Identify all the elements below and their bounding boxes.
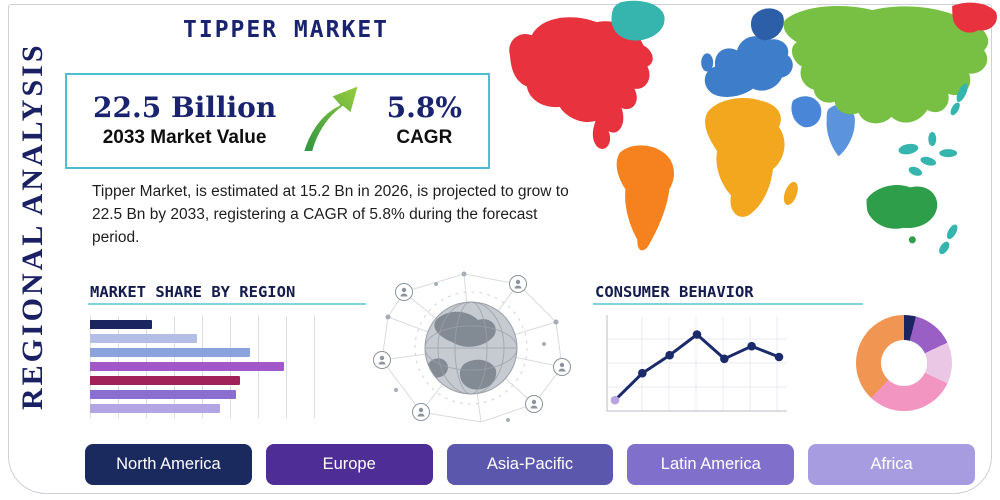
world-map <box>509 0 997 255</box>
line-point-3 <box>665 350 674 360</box>
region-button-asia-pacific[interactable]: Asia-Pacific <box>446 444 614 485</box>
globe-network-illustration <box>373 271 571 423</box>
line-chart-axes <box>606 315 787 412</box>
bar-region-4 <box>90 362 284 371</box>
description-text: Tipper Market, is estimated at 15.2 Bn i… <box>92 183 569 246</box>
bar-region-7 <box>90 404 220 413</box>
continent-australia <box>866 185 938 229</box>
region-button-latin-america[interactable]: Latin America <box>627 444 795 485</box>
bar-region-3 <box>90 348 250 357</box>
donut-chart <box>856 315 952 411</box>
islands-southeast-asia <box>898 132 958 176</box>
consumer-behavior-heading: CONSUMER BEHAVIOR <box>595 283 754 301</box>
continent-africa <box>705 98 785 217</box>
region-middle-east <box>791 96 822 128</box>
vertical-title: REGIONAL ANALYSIS <box>16 42 49 410</box>
card-frame <box>8 4 992 494</box>
island-madagascar <box>783 181 798 206</box>
bar-region-6 <box>90 390 236 399</box>
continent-north-america <box>509 17 653 149</box>
region-east-russia <box>952 2 997 33</box>
consumer-behavior-underline <box>593 303 863 305</box>
market-value-block: 22.5 Billion 2033 Market Value <box>93 91 277 149</box>
orbit-ring <box>414 291 528 405</box>
line-point-6 <box>747 341 756 351</box>
globe-detail <box>425 302 517 394</box>
cagr-block: 5.8% CAGR <box>386 91 462 149</box>
continent-south-america <box>616 145 674 251</box>
line-point-4 <box>692 330 702 339</box>
region-button-north-america[interactable]: North America <box>85 444 252 485</box>
cagr-value: 5.8% <box>386 91 462 125</box>
cagr-label: CAGR <box>396 126 453 148</box>
island-uk <box>701 53 714 72</box>
line-point-5 <box>720 354 729 364</box>
market-share-underline <box>88 303 366 305</box>
islands-new-zealand <box>939 224 958 255</box>
line-point-1 <box>610 395 620 405</box>
line-point-7 <box>774 352 784 362</box>
market-value-label: 2033 Market Value <box>102 126 267 148</box>
stats-box: 22.5 Billion 2033 Market Value 5.8% CAGR <box>65 73 490 169</box>
region-scandinavia <box>750 8 784 41</box>
market-share-heading: MARKET SHARE BY REGION <box>90 283 296 301</box>
network-dots <box>385 271 559 422</box>
region-button-europe[interactable]: Europe <box>265 444 433 485</box>
region-button-africa[interactable]: Africa <box>808 444 975 485</box>
continent-europe <box>704 36 793 97</box>
bar-region-2 <box>90 334 198 343</box>
market-value: 22.5 Billion <box>93 91 277 125</box>
bar-region-1 <box>90 320 152 329</box>
line-chart-hgrid <box>607 338 787 388</box>
growth-arrow-icon <box>302 84 361 153</box>
line-chart <box>606 315 787 412</box>
line-chart-vgrid <box>641 317 778 411</box>
network-user-nodes <box>373 275 571 421</box>
continent-asia <box>783 5 989 124</box>
bar-chart-bars <box>90 320 318 413</box>
region-india <box>826 104 855 157</box>
continent-greenland <box>611 0 665 41</box>
region-buttons: North America Europe Asia-Pacific Latin … <box>85 444 975 485</box>
islands-japan <box>950 83 968 116</box>
donut-hole <box>881 340 927 386</box>
line-point-2 <box>638 368 647 378</box>
bar-region-5 <box>90 376 241 385</box>
bar-chart <box>90 316 318 418</box>
island-tasmania <box>908 236 916 244</box>
page-title: TIPPER MARKET <box>183 17 390 43</box>
